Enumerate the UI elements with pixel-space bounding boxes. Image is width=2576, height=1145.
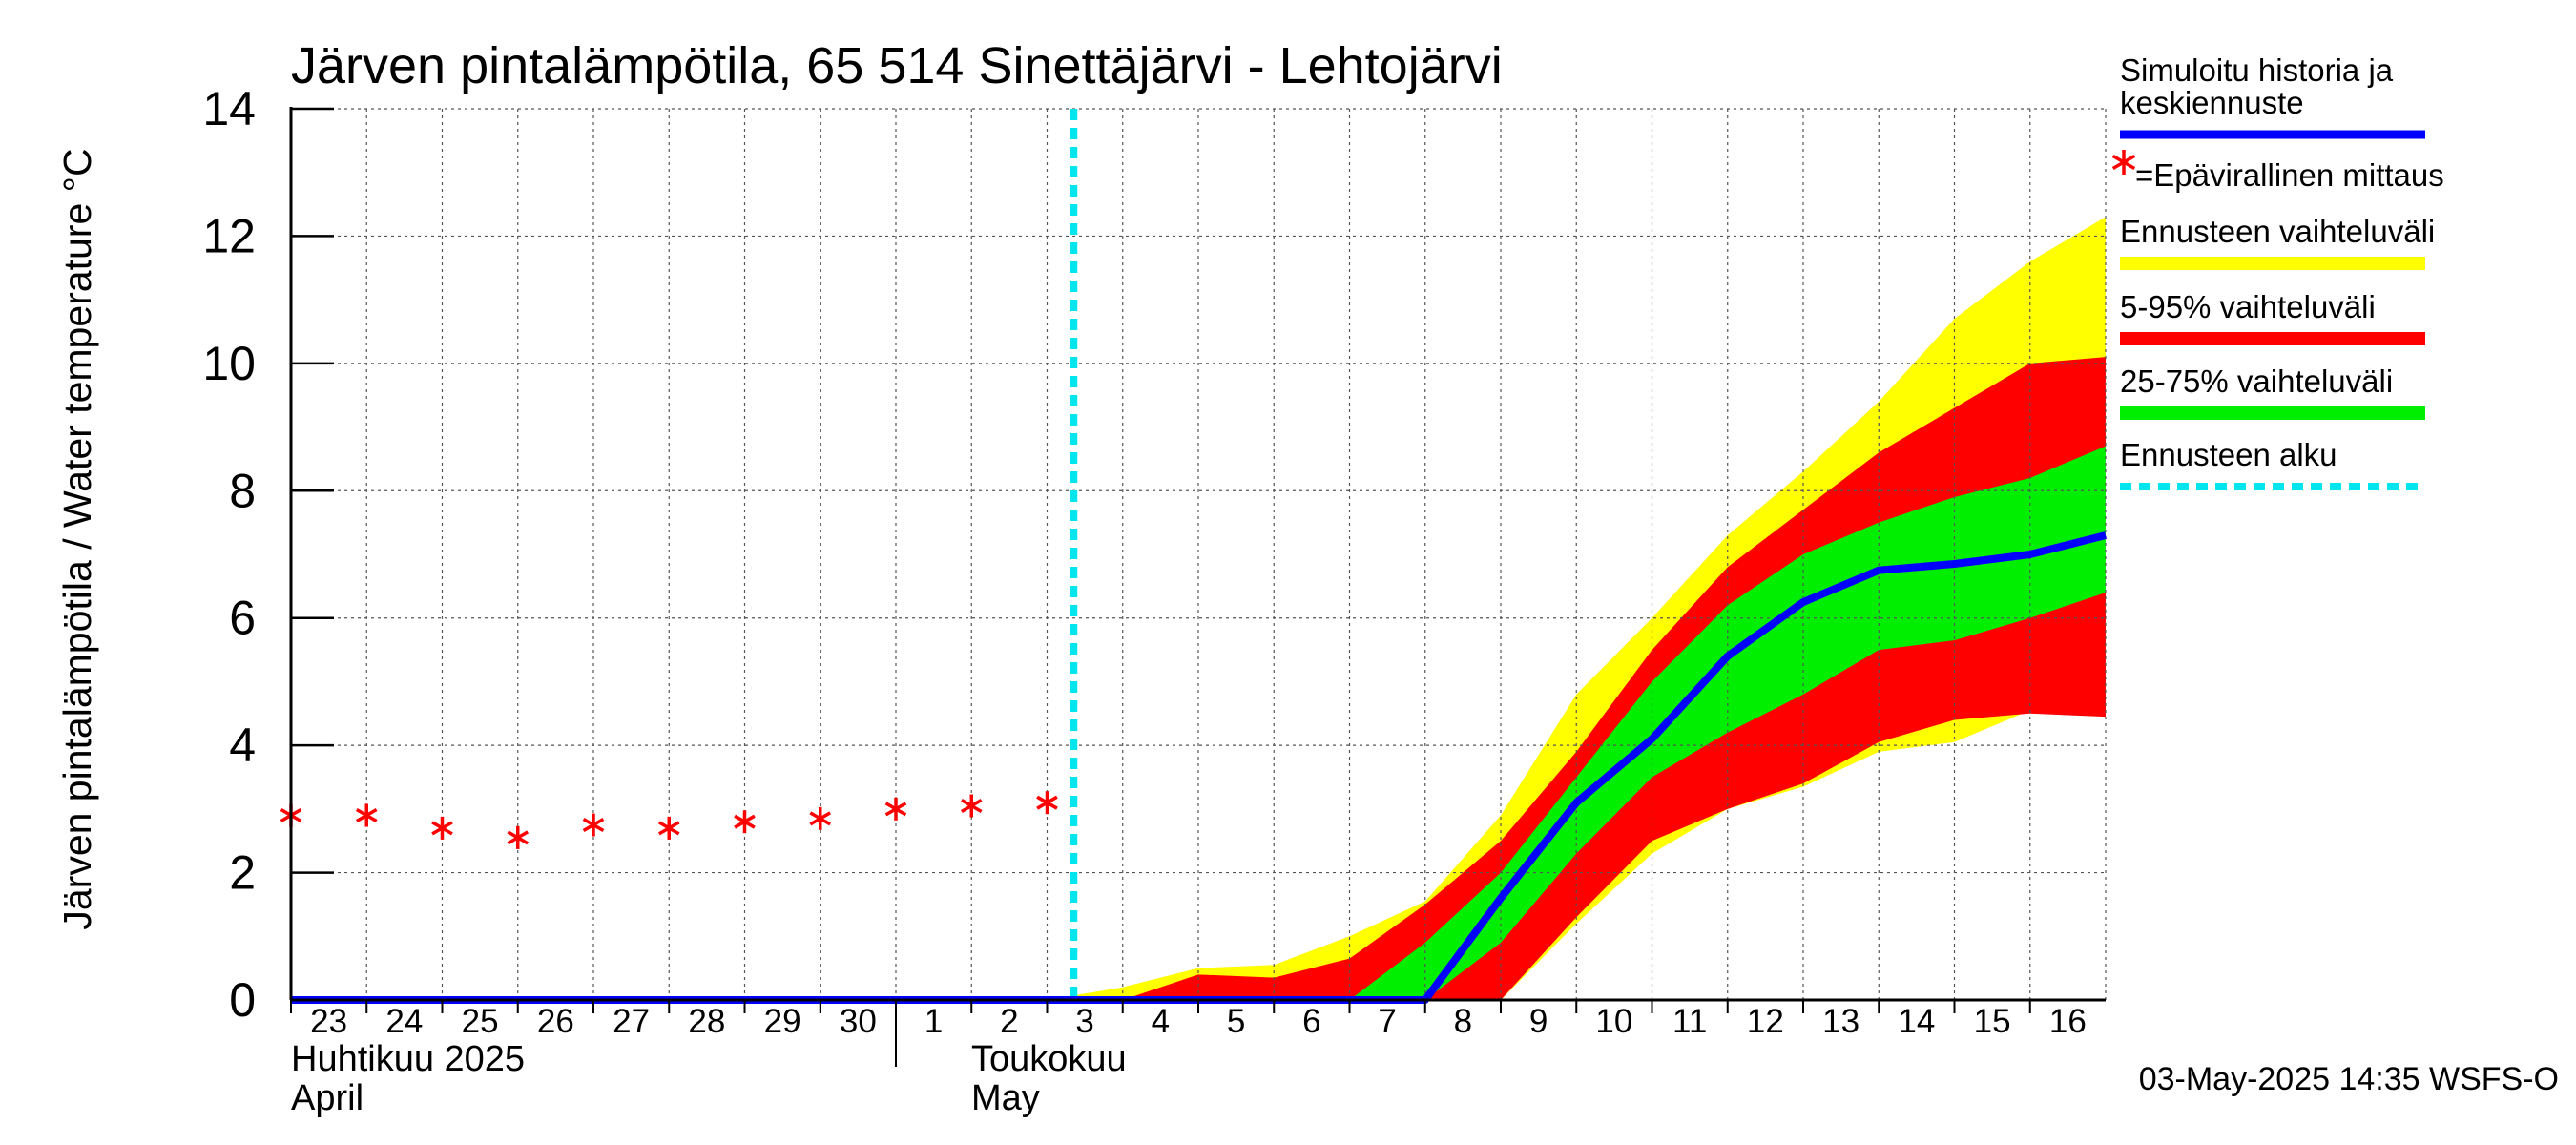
x-tick-label: 6 — [1302, 1003, 1320, 1040]
y-tick-label: 4 — [229, 718, 256, 772]
observation-marker — [734, 810, 756, 834]
axes — [289, 107, 2106, 1067]
x-tick-label: 15 — [1974, 1003, 2011, 1040]
chart-title: Järven pintalämpötila, 65 514 Sinettäjär… — [291, 37, 1503, 94]
observation-marker — [960, 794, 983, 818]
y-tick-label: 10 — [202, 337, 256, 390]
x-tick-label: 3 — [1075, 1003, 1093, 1040]
y-axis-label: Järven pintalämpötila / Water temperatur… — [55, 148, 99, 929]
y-tick-label: 2 — [229, 846, 256, 900]
observation-marker — [1036, 791, 1058, 815]
legend-obs-label: =Epävirallinen mittaus — [2135, 157, 2444, 193]
x-tick-label: 28 — [688, 1003, 725, 1040]
month-label-en: April — [291, 1078, 364, 1118]
observation-marker — [884, 797, 907, 821]
timestamp-footer: 03-May-2025 14:35 WSFS-O — [2139, 1061, 2559, 1097]
x-tick-label: 4 — [1152, 1003, 1170, 1040]
x-tick-label: 10 — [1595, 1003, 1632, 1040]
forecast-bands — [1047, 217, 2106, 1001]
x-tick-label: 2 — [1000, 1003, 1018, 1040]
legend-p595-label: 5-95% vaihteluväli — [2120, 289, 2376, 324]
forecast-5-95-band — [1047, 357, 2106, 1001]
y-tick-label: 12 — [202, 209, 256, 262]
legend-range-label: Ennusteen vaihteluväli — [2120, 214, 2435, 249]
y-tick-label: 8 — [229, 464, 256, 517]
x-tick-label: 23 — [310, 1003, 347, 1040]
x-tick-label: 11 — [1672, 1003, 1707, 1040]
month-label-fi: Toukokuu — [971, 1039, 1127, 1079]
x-tick-label: 14 — [1898, 1003, 1935, 1040]
x-tick-label: 7 — [1378, 1003, 1396, 1040]
x-tick-label: 29 — [764, 1003, 801, 1040]
legend-obs-marker — [2111, 150, 2136, 175]
x-tick-label: 24 — [385, 1003, 423, 1040]
x-tick-label: 13 — [1822, 1003, 1859, 1040]
x-tick-label: 8 — [1454, 1003, 1472, 1040]
observation-marker — [657, 816, 680, 840]
observation-marker — [431, 816, 453, 840]
observation-marker — [809, 806, 832, 830]
x-tick-label: 27 — [613, 1003, 650, 1040]
x-tick-label: 12 — [1747, 1003, 1784, 1040]
x-tick-label: 9 — [1529, 1003, 1548, 1040]
observation-marker — [355, 803, 378, 827]
legend-p2575-label: 25-75% vaihteluväli — [2120, 364, 2393, 399]
observation-marker — [507, 825, 530, 849]
y-tick-label: 0 — [229, 973, 256, 1027]
month-label-en: May — [971, 1078, 1040, 1118]
chart-text: Järven pintalämpötila, 65 514 Sinettäjär… — [55, 37, 2559, 1118]
x-tick-label: 26 — [537, 1003, 574, 1040]
x-tick-label: 25 — [462, 1003, 499, 1040]
grid-lines — [291, 108, 2107, 1000]
x-tick-label: 1 — [924, 1003, 943, 1040]
x-tick-label: 5 — [1227, 1003, 1245, 1040]
x-tick-label: 16 — [2049, 1003, 2087, 1040]
y-tick-label: 6 — [229, 592, 256, 645]
legend-start-label: Ennusteen alku — [2120, 437, 2337, 472]
observation-marker — [582, 813, 605, 837]
y-tick-label: 14 — [202, 82, 256, 135]
legend-sim-label: Simuloitu historia ja — [2120, 52, 2394, 88]
x-tick-label: 30 — [840, 1003, 877, 1040]
month-label-fi: Huhtikuu 2025 — [291, 1039, 525, 1079]
legend-sim-label: keskiennuste — [2120, 85, 2304, 120]
